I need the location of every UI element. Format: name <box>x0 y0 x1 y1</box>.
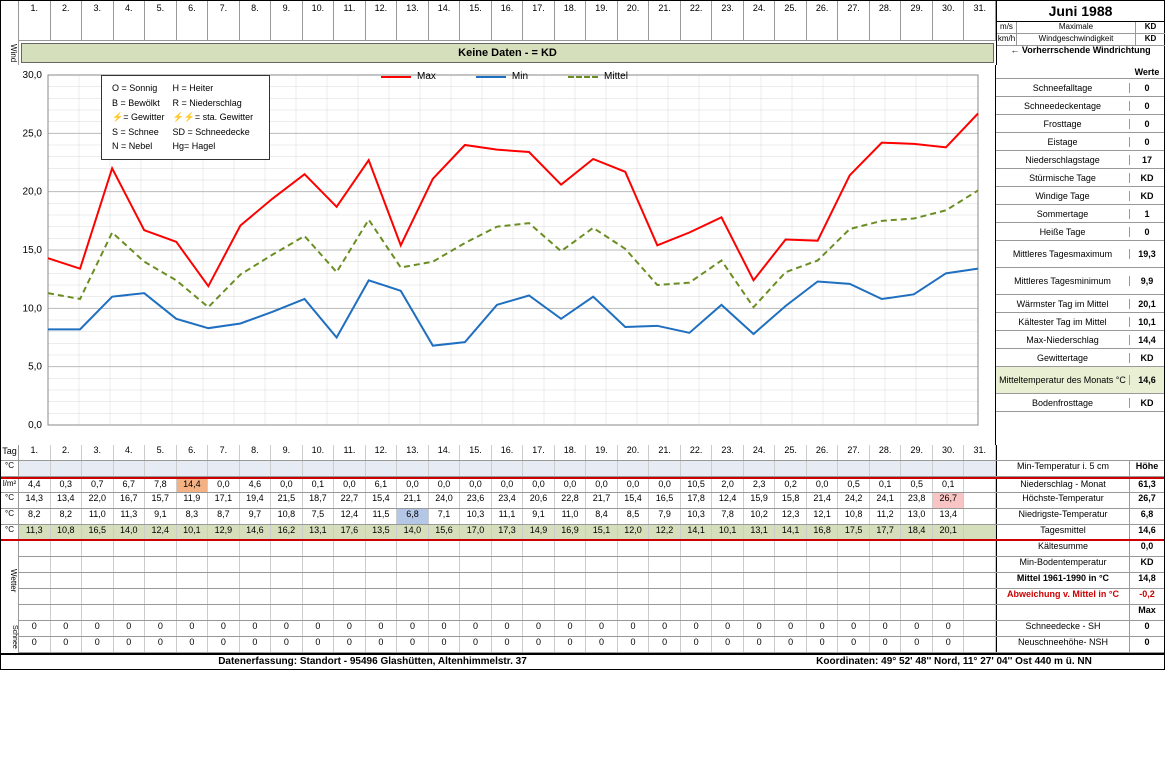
svg-text:25,0: 25,0 <box>23 128 43 139</box>
day-header-cell: 16. <box>492 1 524 40</box>
day-header-cell: 3. <box>82 1 114 40</box>
day-header-cell: 26. <box>807 1 839 40</box>
day-header-cell: 13. <box>397 1 429 40</box>
data-row: °C8,28,211,011,39,18,38,79,710,87,512,41… <box>1 509 1164 525</box>
stat-row: Heiße Tage0 <box>996 223 1164 241</box>
wind-direction: ← Vorherrschende Windrichtung <box>996 41 1164 65</box>
data-table: °CMin-Temperatur i. 5 cmHöhel/m²4,40,30,… <box>1 461 1164 541</box>
stat-row: GewittertageKD <box>996 349 1164 367</box>
day-header-cell: 15. <box>460 1 492 40</box>
stat-row: Eistage0 <box>996 133 1164 151</box>
wind-axis-label: Wind <box>1 41 19 65</box>
weather-symbols-legend: O = SonnigH = HeiterB = BewölktR = Niede… <box>101 75 270 160</box>
stat-row: Mittleres Tagesmaximum19,3 <box>996 241 1164 268</box>
data-row: °C14,313,422,016,715,711,917,119,421,518… <box>1 493 1164 509</box>
day-header-cell: 29. <box>901 1 933 40</box>
stat-row: Schneedeckentage0 <box>996 97 1164 115</box>
side-stats: Werte Schneefalltage0Schneedeckentage0Fr… <box>996 65 1164 445</box>
tag-row: Tag 1.2.3.4.5.6.7.8.9.10.11.12.13.14.15.… <box>1 445 1164 461</box>
day-header-cell: 9. <box>271 1 303 40</box>
svg-text:5,0: 5,0 <box>28 362 42 373</box>
stat-row: Niederschlagstage17 <box>996 151 1164 169</box>
svg-text:30,0: 30,0 <box>23 70 43 81</box>
stat-row: Sommertage1 <box>996 205 1164 223</box>
day-header-cell: 18. <box>555 1 587 40</box>
day-header-cell: 28. <box>870 1 902 40</box>
main-row: 0,0 5,0 10,0 15,0 20,0 25,0 30,0 O = SonnigH =… <box>1 65 1164 445</box>
day-header-cell: 7. <box>208 1 240 40</box>
stat-row: Windige TageKD <box>996 187 1164 205</box>
day-header-cell: 23. <box>712 1 744 40</box>
day-header: 1.2.3.4.5.6.7.8.9.10.11.12.13.14.15.16.1… <box>19 1 996 41</box>
schnee-block: Schnee 000000000000000000000000000000Sch… <box>1 621 1164 653</box>
stat-row: Kältester Tag im Mittel10,1 <box>996 313 1164 331</box>
day-header-cell: 10. <box>303 1 335 40</box>
title-block: Juni 1988 m/sMaximaleKD km/hWindgeschwin… <box>996 1 1164 41</box>
stat-row: Schneefalltage0 <box>996 79 1164 97</box>
svg-text:20,0: 20,0 <box>23 187 43 198</box>
day-header-cell: 19. <box>586 1 618 40</box>
stat-row: Stürmische TageKD <box>996 169 1164 187</box>
day-header-cell: 8. <box>240 1 272 40</box>
day-header-cell: 5. <box>145 1 177 40</box>
data-row: °CMin-Temperatur i. 5 cmHöhe <box>1 461 1164 477</box>
wind-banner: Keine Daten - = KD <box>21 43 994 63</box>
day-header-cell: 14. <box>429 1 461 40</box>
stat-row: Mitteltemperatur des Monats °C14,6 <box>996 367 1164 394</box>
day-header-cell: 12. <box>366 1 398 40</box>
day-header-cell: 11. <box>334 1 366 40</box>
werte-header: Werte <box>1130 67 1164 77</box>
day-header-cell: 20. <box>618 1 650 40</box>
footer-coords: Koordinaten: 49° 52' 48'' Nord, 11° 27' … <box>744 655 1164 669</box>
header-row: 1.2.3.4.5.6.7.8.9.10.11.12.13.14.15.16.1… <box>1 1 1164 41</box>
weather-sheet: 1.2.3.4.5.6.7.8.9.10.11.12.13.14.15.16.1… <box>0 0 1165 670</box>
day-header-cell: 27. <box>838 1 870 40</box>
footer: Datenerfassung: Standort - 95496 Glashüt… <box>1 653 1164 669</box>
svg-text:15,0: 15,0 <box>23 245 43 256</box>
svg-text:0,0: 0,0 <box>28 420 42 431</box>
schnee-axis-label: Schnee <box>1 621 19 653</box>
svg-text:10,0: 10,0 <box>23 303 43 314</box>
wetter-axis-label: Wetter <box>1 541 19 621</box>
stat-row: BodenfrosttageKD <box>996 394 1164 412</box>
footer-location: Datenerfassung: Standort - 95496 Glashüt… <box>1 655 744 669</box>
day-header-cell: 4. <box>114 1 146 40</box>
day-header-cell: 25. <box>775 1 807 40</box>
day-header-cell: 21. <box>649 1 681 40</box>
data-row: °C11,310,816,514,012,410,112,914,616,213… <box>1 525 1164 541</box>
day-header-cell: 2. <box>51 1 83 40</box>
day-header-cell: 6. <box>177 1 209 40</box>
temperature-chart: 0,0 5,0 10,0 15,0 20,0 25,0 30,0 O = SonnigH =… <box>1 65 996 445</box>
stat-row: Frosttage0 <box>996 115 1164 133</box>
day-header-cell: 31. <box>964 1 996 40</box>
stat-row: Wärmster Tag im Mittel20,1 <box>996 295 1164 313</box>
day-header-cell: 1. <box>19 1 51 40</box>
day-header-cell: 24. <box>744 1 776 40</box>
day-header-cell: 17. <box>523 1 555 40</box>
wind-row: Wind Keine Daten - = KD ← Vorherrschende… <box>1 41 1164 65</box>
stat-row: Mittleres Tagesminimum9,9 <box>996 268 1164 295</box>
day-header-cell: 22. <box>681 1 713 40</box>
day-header-cell: 30. <box>933 1 965 40</box>
stat-row: Max-Niederschlag14,4 <box>996 331 1164 349</box>
data-row: l/m²4,40,30,76,77,814,40,04,60,00,10,06,… <box>1 477 1164 493</box>
series-legend: MaxMinMittel <box>381 71 628 82</box>
month-title: Juni 1988 <box>997 1 1164 22</box>
extra-stats: Wetter Kältesumme0,0Min-BodentemperaturK… <box>1 541 1164 621</box>
